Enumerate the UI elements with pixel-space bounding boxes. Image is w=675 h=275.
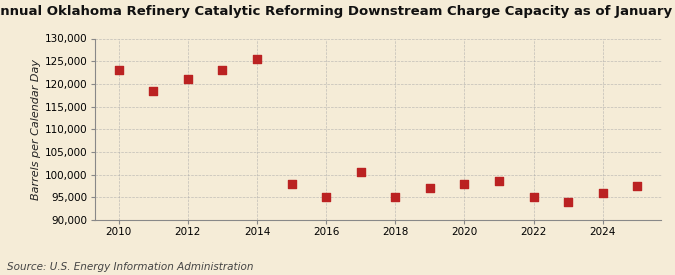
Point <box>425 186 435 190</box>
Point <box>252 57 263 61</box>
Point <box>493 179 504 184</box>
Text: Annual Oklahoma Refinery Catalytic Reforming Downstream Charge Capacity as of Ja: Annual Oklahoma Refinery Catalytic Refor… <box>0 6 675 18</box>
Point <box>321 195 331 199</box>
Point <box>148 89 159 93</box>
Point <box>563 200 574 204</box>
Point <box>632 184 643 188</box>
Point <box>217 68 228 72</box>
Point <box>597 191 608 195</box>
Text: Source: U.S. Energy Information Administration: Source: U.S. Energy Information Administ… <box>7 262 253 272</box>
Point <box>286 182 297 186</box>
Point <box>355 170 366 175</box>
Point <box>390 195 401 199</box>
Y-axis label: Barrels per Calendar Day: Barrels per Calendar Day <box>30 59 40 200</box>
Point <box>182 77 193 81</box>
Point <box>113 68 124 72</box>
Point <box>459 182 470 186</box>
Point <box>528 195 539 199</box>
